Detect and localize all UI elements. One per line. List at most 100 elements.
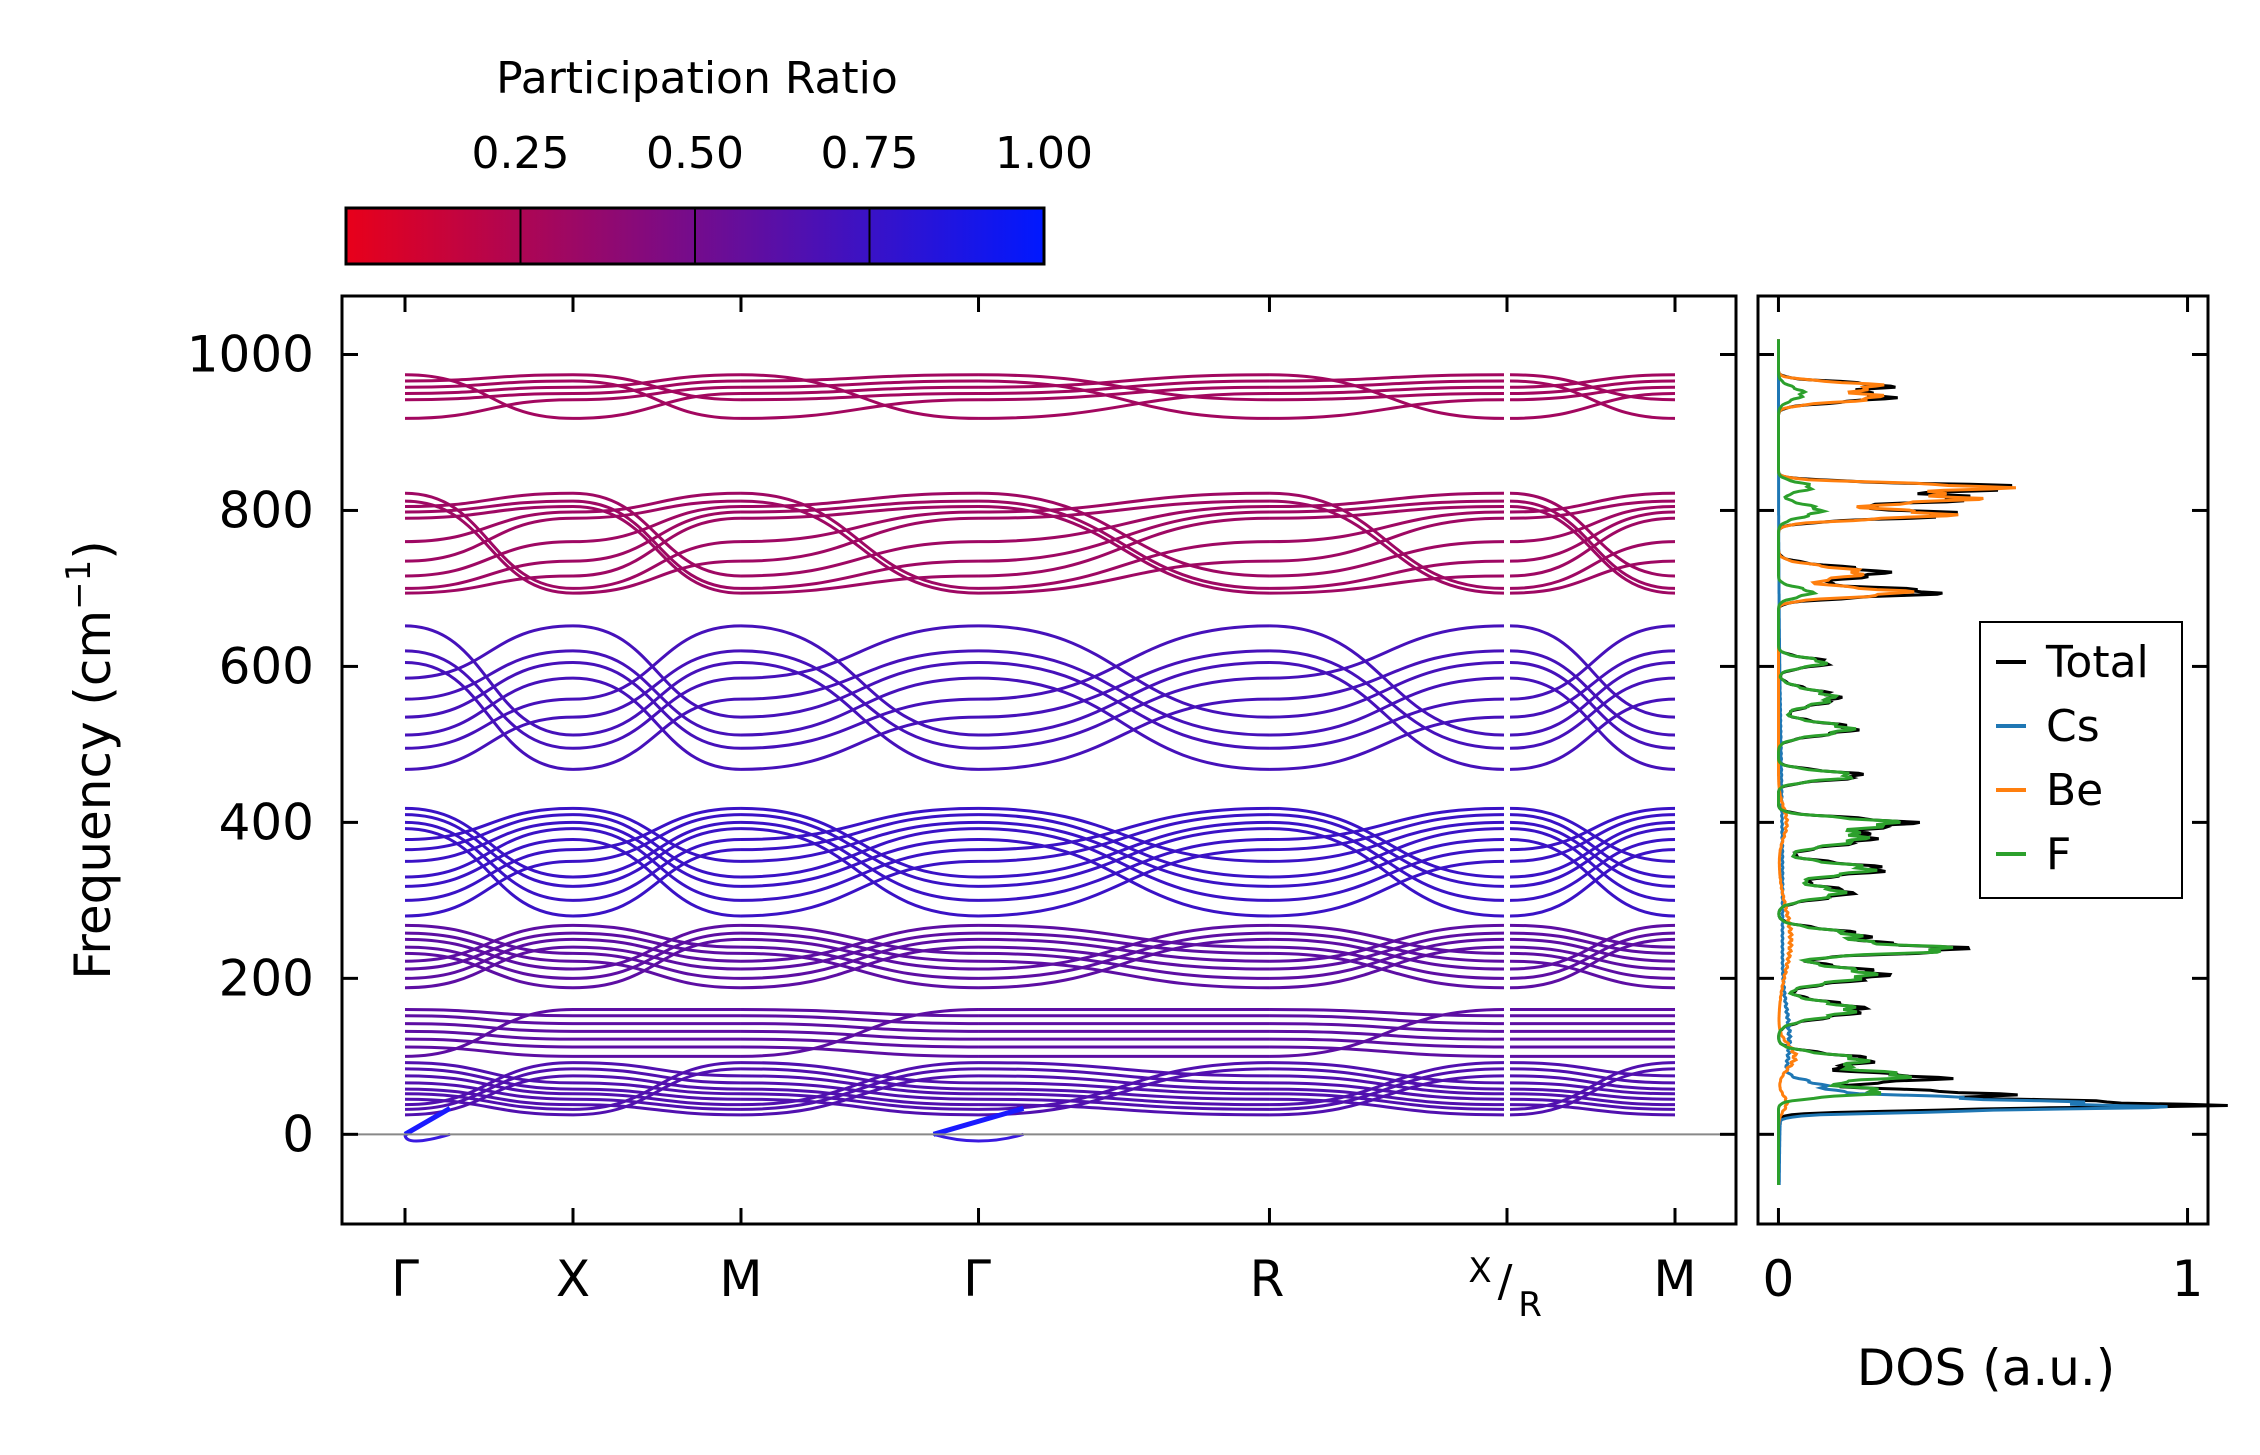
band-line [572, 838, 741, 918]
path-label-xr-slash: / [1498, 1256, 1513, 1307]
band-line [572, 937, 741, 963]
band-line [1269, 1037, 1505, 1049]
band-line [1510, 827, 1676, 902]
path-label-xr-top: X [1468, 1251, 1491, 1291]
band-line [1510, 1103, 1676, 1117]
band-line [1269, 1014, 1505, 1026]
band-line [572, 559, 741, 595]
band-line [572, 806, 741, 852]
band-line [404, 848, 573, 902]
band-line [572, 676, 741, 750]
band-line [1269, 505, 1505, 520]
svg-text:Frequency (cm−1): Frequency (cm−1) [59, 540, 122, 980]
band-line [404, 1074, 573, 1117]
band-line [572, 649, 741, 719]
band-line [978, 1097, 1270, 1111]
band-line [1510, 499, 1676, 520]
band-line [1269, 806, 1505, 842]
band-line [740, 499, 979, 514]
band-line [404, 923, 573, 955]
band-line [1269, 838, 1505, 888]
band-line [572, 1074, 741, 1091]
band-line [404, 510, 573, 544]
band-line [978, 505, 1270, 595]
band-line [572, 1067, 741, 1085]
band-line [404, 1087, 573, 1107]
legend-label-cs: Cs [2046, 701, 2100, 752]
band-line [1269, 661, 1505, 771]
band-line [404, 820, 573, 902]
band-line [1269, 1067, 1505, 1111]
band-line [572, 661, 741, 750]
band-line [978, 649, 1270, 737]
band-line [404, 951, 573, 990]
band-line [1269, 540, 1505, 578]
band-line [1510, 838, 1676, 918]
band-line [572, 649, 741, 737]
band-line [978, 676, 1270, 750]
band-line [1510, 1081, 1676, 1096]
band-line [1269, 1061, 1505, 1085]
band-line [978, 1103, 1270, 1117]
colorbar-tick-label: 0.50 [646, 128, 744, 179]
band-line [978, 951, 1270, 980]
band-line [978, 1081, 1270, 1096]
band-line [404, 385, 573, 395]
band-line [978, 379, 1270, 420]
band-line [740, 923, 979, 963]
band-line [404, 559, 573, 590]
band-line [1269, 931, 1505, 971]
band-line [978, 649, 1270, 719]
band-line [404, 1067, 573, 1091]
band-line [404, 624, 573, 737]
band-line [572, 661, 741, 737]
band-line [740, 1022, 979, 1033]
y-tick-label: 200 [219, 949, 314, 1007]
band-line [404, 373, 573, 383]
band-line [572, 931, 741, 955]
band-line [572, 391, 741, 420]
colorbar-tick-label: 1.00 [995, 128, 1093, 179]
band-line [740, 848, 979, 902]
band-line [978, 624, 1270, 701]
dos-x-tick-label: 0 [1763, 1250, 1795, 1308]
band-line [1269, 848, 1505, 902]
band-line [740, 516, 979, 563]
band-line [404, 1014, 573, 1026]
colorbar-title: Participation Ratio [496, 53, 898, 104]
band-line [1269, 649, 1505, 750]
band-line [740, 1067, 979, 1111]
band-line [1269, 923, 1505, 963]
band-line [572, 848, 741, 918]
band-line [572, 1087, 741, 1101]
band-line [978, 385, 1270, 402]
band-line [1269, 574, 1505, 595]
band-line [1269, 827, 1505, 879]
band-line [404, 813, 573, 888]
band-line [978, 838, 1270, 918]
band-line [572, 827, 741, 902]
band-line [1269, 491, 1505, 509]
band-line [572, 1061, 741, 1078]
acoustic-branch [403, 1106, 452, 1137]
band-line [740, 391, 979, 402]
band-line [1510, 499, 1676, 590]
band-line [978, 1061, 1270, 1078]
band-line [1269, 1022, 1505, 1033]
band-line [1510, 937, 1676, 963]
band-line [1510, 491, 1676, 578]
band-line [572, 806, 741, 863]
band-line [978, 806, 1270, 863]
band-line [740, 510, 979, 544]
band-line [1510, 813, 1676, 863]
band-line [572, 385, 741, 402]
colorbar-tick-label: 0.75 [821, 128, 919, 179]
band-line [978, 959, 1270, 990]
band-line [1510, 1092, 1676, 1107]
band-line [1269, 945, 1505, 980]
band-line [740, 1029, 979, 1041]
band-line [978, 820, 1270, 879]
band-line [404, 1022, 573, 1033]
band-line [404, 937, 573, 980]
band-line [404, 1008, 573, 1018]
